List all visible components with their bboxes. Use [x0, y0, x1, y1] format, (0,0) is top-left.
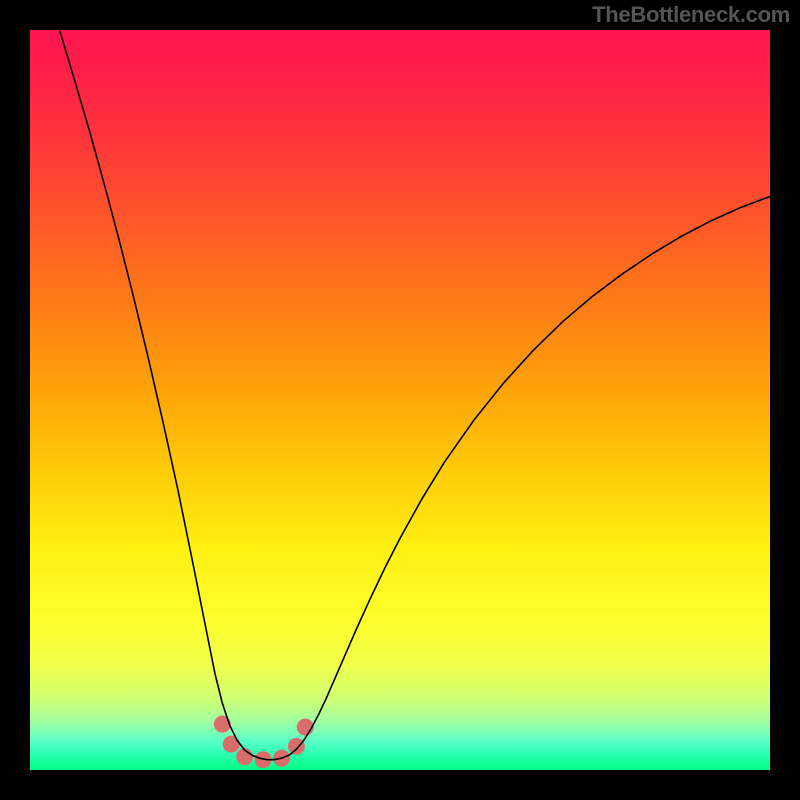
chart-svg	[30, 30, 770, 770]
plot-area	[30, 30, 770, 770]
gradient-background	[30, 30, 770, 770]
chart-root: TheBottleneck.com	[0, 0, 800, 800]
data-marker	[288, 738, 305, 755]
data-marker	[223, 736, 240, 753]
watermark-text: TheBottleneck.com	[592, 2, 790, 28]
data-marker	[214, 716, 231, 733]
